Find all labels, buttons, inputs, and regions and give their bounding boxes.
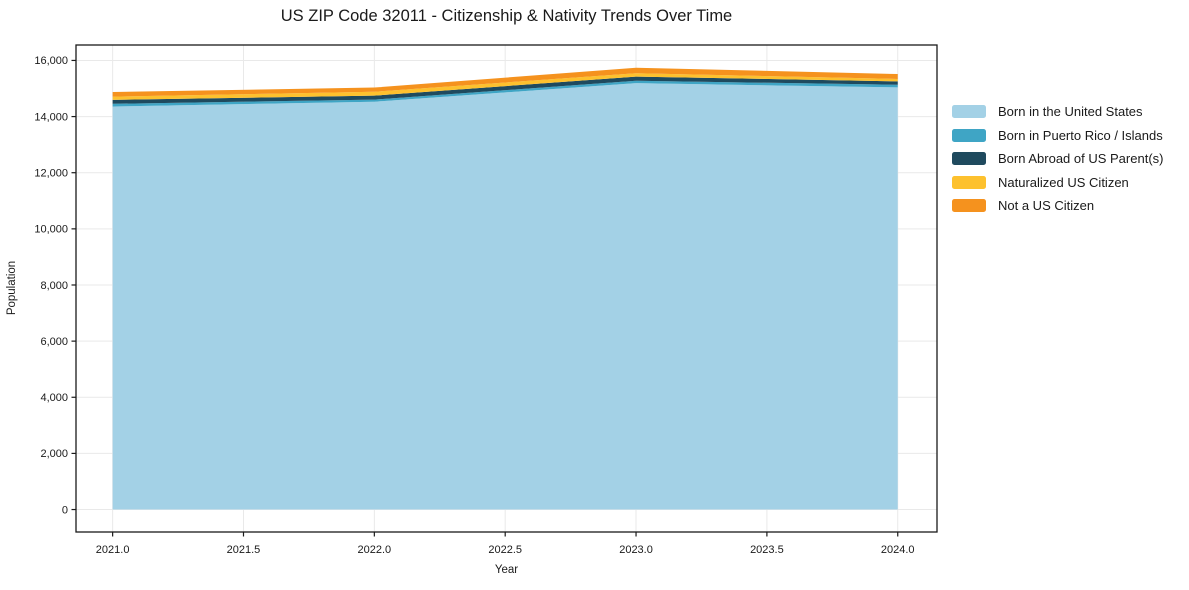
x-tick-label: 2023.0 [619,544,653,556]
y-tick-label: 12,000 [34,168,68,180]
x-tick-label: 2022.0 [358,544,392,556]
legend-item-not-a-us-citizen: Not a US Citizen [952,198,1163,214]
y-axis-label: Population [6,260,18,316]
area-series-born-abroad-of-us-parent-s [112,76,898,104]
legend-swatch-icon [952,199,986,213]
y-tick-label: 0 [62,504,68,516]
legend-item-naturalized-us-citizen: Naturalized US Citizen [952,174,1163,190]
legend-label: Born in the United States [998,104,1143,120]
chart-title: US ZIP Code 32011 - Citizenship & Nativi… [280,7,733,25]
y-tick-label: 14,000 [34,111,68,123]
area-series-born-in-puerto-rico-islands [112,80,898,107]
legend-item-born-in-puerto-rico-islands: Born in Puerto Rico / Islands [952,127,1163,143]
legend-swatch-icon [952,175,986,189]
x-tick-label: 2021.0 [96,544,130,556]
y-tick-label: 2,000 [40,448,68,460]
legend: Born in the United States Born in Puerto … [952,104,1164,214]
legend-item-born-in-the-united-states: Born in the United States [952,104,1163,120]
area-series-naturalized-us-citizen [112,73,898,100]
x-tick-label: 2022.5 [488,544,522,556]
area-series-born-in-the-united-states [112,83,898,510]
area-series-not-a-us-citizen [112,67,898,97]
y-tick-label: 10,000 [34,224,68,236]
legend-label: Naturalized US Citizen [998,174,1129,190]
y-tick-label: 8,000 [40,280,68,292]
legend-label: Not a US Citizen [998,198,1095,214]
x-tick-label: 2023.5 [750,544,784,556]
legend-swatch-icon [952,105,986,119]
x-tick-label: 2024.0 [881,544,915,556]
y-tick-label: 4,000 [40,392,68,404]
x-axis-label: Year [494,564,519,576]
legend-label: Born in Puerto Rico / Islands [998,127,1163,143]
y-tick-label: 6,000 [40,336,68,348]
x-tick-label: 2021.5 [227,544,261,556]
legend-swatch-icon [952,152,986,166]
legend-swatch-icon [952,128,986,142]
plot-border [75,44,938,533]
y-tick-label: 16,000 [34,55,68,67]
legend-label: Born Abroad of US Parent(s) [998,151,1164,167]
legend-item-born-abroad-of-us-parent-s: Born Abroad of US Parent(s) [952,151,1164,167]
